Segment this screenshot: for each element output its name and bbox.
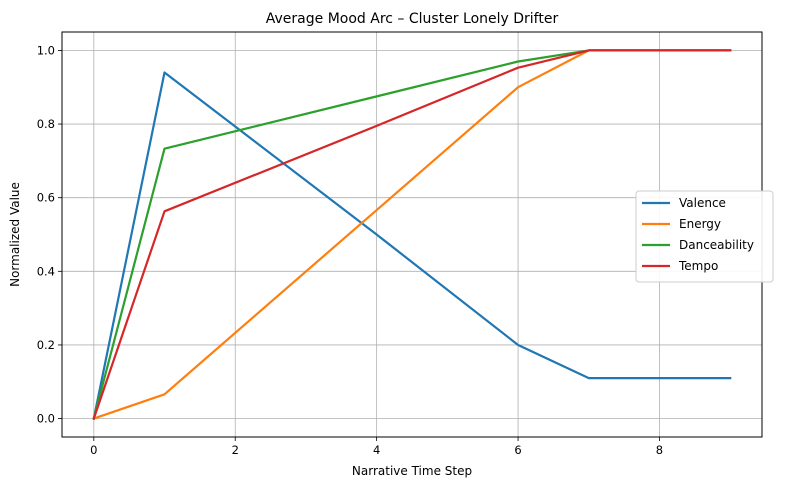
legend-label: Tempo xyxy=(678,259,718,273)
y-tick-label: 0.8 xyxy=(37,117,55,131)
legend-label: Danceability xyxy=(679,238,754,252)
series-line-tempo xyxy=(92,49,732,420)
legend-box xyxy=(635,190,774,283)
series-line-energy xyxy=(92,49,732,420)
x-tick-label: 2 xyxy=(232,443,239,457)
x-axis-label: Narrative Time Step xyxy=(352,464,472,478)
x-tick-label: 6 xyxy=(514,443,521,457)
series-line-valence xyxy=(92,71,732,420)
series-line-danceability xyxy=(92,49,732,420)
x-tick-label: 0 xyxy=(90,443,97,457)
legend: Valence Energy Danceability Tempo xyxy=(635,190,774,283)
y-tick-label: 0.2 xyxy=(37,338,55,352)
y-tick-label: 0.0 xyxy=(37,412,55,426)
legend-label: Valence xyxy=(679,196,726,210)
y-tick-label: 0.6 xyxy=(37,191,55,205)
x-tick-label: 8 xyxy=(656,443,663,457)
legend-label: Energy xyxy=(679,217,721,231)
series-lines xyxy=(92,49,732,420)
y-tick-label: 0.4 xyxy=(37,264,55,278)
y-tick-label: 1.0 xyxy=(37,43,55,57)
axis-ticks: 0 2 4 6 8 0.0 0.2 0.4 0.6 0.8 1.0 xyxy=(37,43,663,457)
y-axis-label: Normalized Value xyxy=(8,182,22,287)
x-tick-label: 4 xyxy=(373,443,380,457)
chart-title: Average Mood Arc – Cluster Lonely Drifte… xyxy=(266,11,559,27)
